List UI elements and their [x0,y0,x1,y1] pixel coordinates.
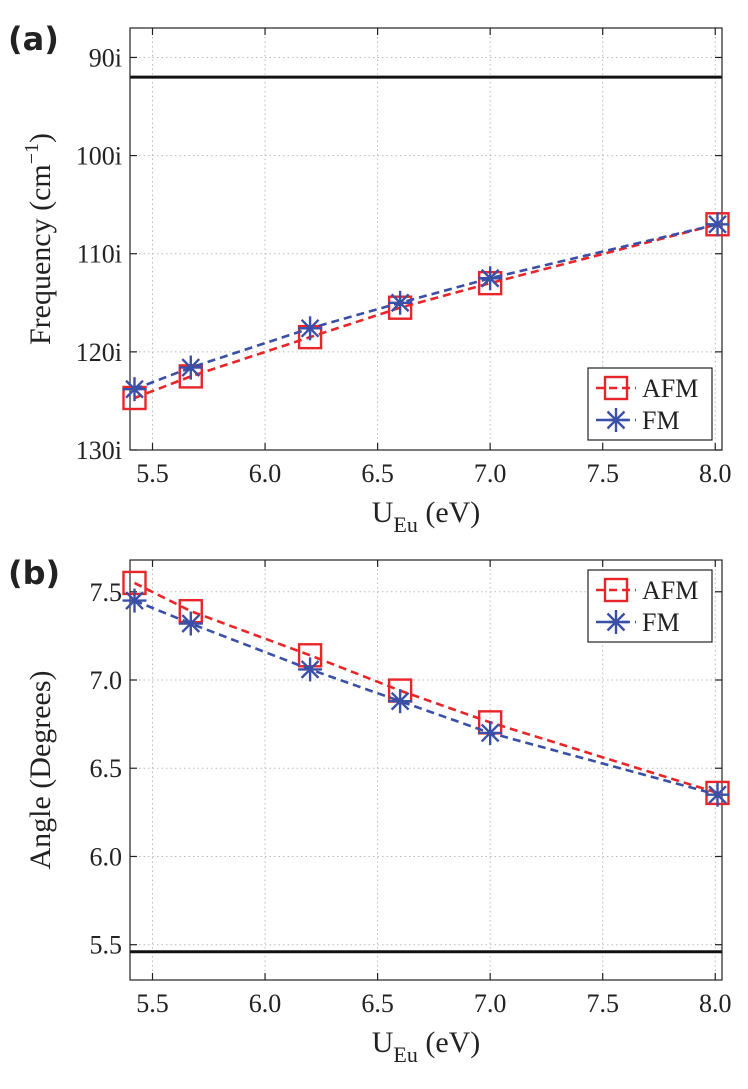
asterisk-stroke [390,293,410,313]
data-point-asterisk [478,720,503,745]
series-line [133,581,718,795]
y-tick-label: 6.5 [90,754,123,783]
data-point-asterisk [705,782,730,807]
series-fm [122,212,730,402]
y-tick-label: 110i [77,240,122,269]
asterisk-stroke [480,723,500,743]
y-tick-label: 5.5 [90,931,123,960]
y-tick-label: 100i [76,142,122,171]
data-point-asterisk [388,290,413,315]
x-tick-label: 5.5 [136,989,169,1018]
y-axis-label: Frequency (cm−1) [21,133,57,345]
y-axis-label-close: ) [24,133,57,143]
asterisk-stroke [181,358,201,377]
x-tick-label: 7.5 [586,989,619,1018]
asterisk-stroke [125,379,144,399]
x-axis-label: UEu (eV) [372,496,481,537]
x-tick-label: 5.5 [136,459,169,488]
asterisk-stroke [390,691,410,711]
y-tick-label: 7.0 [90,666,123,695]
data-point-asterisk [122,377,147,402]
asterisk-stroke [606,612,626,632]
x-axis-label-main: U [372,1026,394,1059]
legend: AFM FM [587,569,713,643]
x-tick-label: 6.0 [249,459,282,488]
asterisk-stroke [480,268,500,288]
y-axis-label-main: Frequency (cm [24,164,57,345]
legend-label: AFM [642,374,698,403]
asterisk-stroke [300,660,320,679]
panel-label: (b) [8,554,60,592]
chart-panel-b: 5.5 6.0 6.5 7.0 7.5 8.0 5.5 6.0 6.5 7.0 7.5 (b) UEu … [8,554,731,1067]
panel-label: (a) [8,20,59,58]
axes-frame [129,559,723,981]
data-point-square [603,577,629,603]
x-axis-label-sub: Eu [393,1042,417,1067]
series-line [134,223,718,391]
asterisk-stroke [125,591,144,610]
series-fm [122,588,730,807]
x-axis-label-main: U [372,496,394,529]
data-point-asterisk [178,611,203,636]
x-axis-label: UEu (eV) [372,1026,481,1067]
y-tick-label: 120i [76,338,122,367]
data-point-asterisk [388,689,413,714]
y-axis-label-main: Angle (Degrees) [24,670,57,869]
data-point-asterisk [478,266,503,291]
x-tick-label: 7.0 [474,989,507,1018]
legend-label: FM [642,608,680,637]
x-tick-label: 8.0 [699,459,732,488]
x-tick-label: 6.5 [361,459,394,488]
data-point-asterisk [298,657,323,682]
legend-box [587,569,713,643]
asterisk-stroke [300,318,320,338]
data-point-asterisk [604,610,628,634]
x-tick-label: 8.0 [699,989,732,1018]
y-tick-label: 6.0 [90,842,123,871]
y-tick-label: 7.5 [90,578,123,607]
legend: AFM FM [587,367,713,441]
data-point-asterisk [122,588,147,613]
asterisk-stroke [708,785,727,805]
y-axis-label-sup: −1 [21,143,43,164]
x-axis-label-sub: Eu [393,512,417,537]
x-tick-label: 7.5 [586,459,619,488]
data-point-asterisk [705,212,730,237]
asterisk-stroke [606,410,626,430]
asterisk-stroke [708,214,727,234]
data-point-asterisk [604,408,628,432]
series-line [134,599,718,796]
y-tick-label: 90i [89,43,122,72]
x-axis-label-unit: (eV) [418,496,480,529]
legend-label: AFM [642,576,698,605]
chart-panel-a: 5.5 6.0 6.5 7.0 7.5 8.0 90i 100i 110i 120i 130i (a)… [8,20,731,537]
data-point-square [603,375,629,401]
data-point-asterisk [298,316,323,341]
data-point-asterisk [178,355,203,380]
x-axis-label-unit: (eV) [418,1026,480,1059]
y-tick-label: 130i [76,436,122,465]
legend-label: FM [642,406,680,435]
y-axis-label: Angle (Degrees) [24,670,57,869]
asterisk-stroke [181,614,201,633]
x-tick-label: 7.0 [474,459,507,488]
x-tick-label: 6.0 [249,989,282,1018]
x-tick-label: 6.5 [361,989,394,1018]
axes-frame [129,27,723,451]
